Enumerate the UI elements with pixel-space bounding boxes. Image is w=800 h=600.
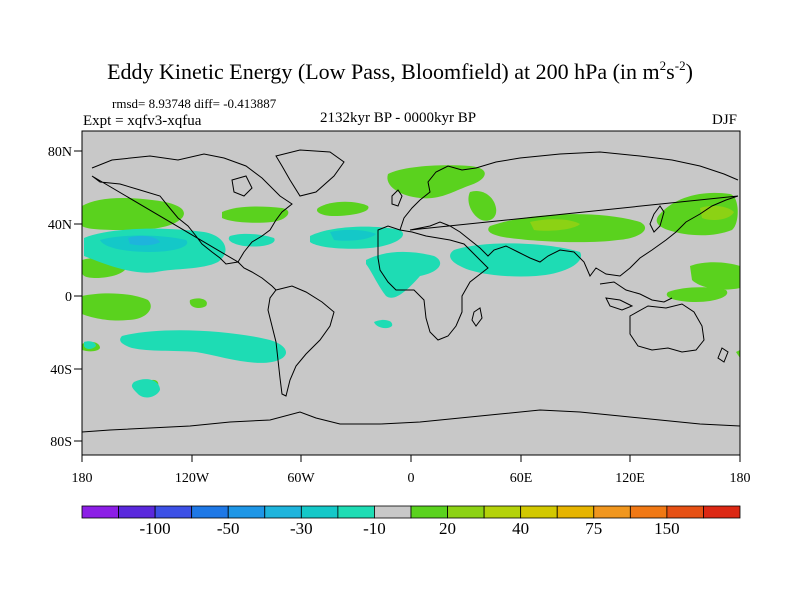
colorbar-label: 40 — [512, 519, 529, 538]
positive-anomaly-region — [316, 201, 369, 216]
positive-anomaly-region — [387, 165, 485, 199]
lat-label-40n: 40N — [48, 218, 72, 233]
coastlines — [82, 149, 740, 433]
colorbar-swatch — [520, 505, 558, 519]
coastline-antarctica — [82, 409, 740, 433]
colorbar-swatch — [447, 505, 485, 519]
negative-anomaly-region — [120, 330, 287, 363]
positive-anomaly-regions — [82, 165, 740, 389]
coastline-madagascar — [471, 307, 483, 327]
positive-anomaly-region — [82, 198, 184, 230]
lon-label-120w: 120W — [175, 471, 210, 486]
coastline-south-america — [267, 285, 335, 397]
coastline-north-america — [91, 153, 293, 291]
negative-anomaly-region — [84, 341, 96, 349]
strong-positive-anomaly-region — [700, 205, 734, 220]
colorbar-swatch — [410, 505, 448, 519]
colorbar-swatch — [483, 505, 522, 519]
lon-label-180w: 180 — [72, 471, 93, 486]
coastline-british-isles — [391, 189, 403, 207]
coastline-africa-eurasia — [377, 225, 489, 341]
colorbar-swatch — [81, 505, 119, 519]
colorbar-swatch — [593, 505, 631, 519]
colorbar-swatch — [337, 505, 375, 519]
colorbar-swatch — [191, 505, 229, 519]
coastline-eurasia — [399, 151, 739, 277]
colorbar-label: 75 — [585, 519, 602, 538]
negative-anomaly-region — [131, 379, 160, 398]
stats-label: rmsd= 8.93748 diff= -0.413887 — [112, 96, 277, 111]
colorbar-label: -50 — [217, 519, 240, 538]
lon-label-180e: 180 — [730, 471, 751, 486]
lon-label-120e: 120E — [615, 471, 645, 486]
strong-negative-anomaly-region — [330, 229, 376, 241]
positive-anomaly-region — [666, 287, 728, 302]
strong-positive-anomaly-region — [530, 219, 580, 231]
coastline-new-zealand — [717, 347, 729, 363]
positive-anomaly-region — [690, 262, 740, 290]
colorbar-swatch — [154, 505, 193, 519]
positive-anomaly-region — [468, 190, 497, 221]
peak-negative-anomaly-core — [128, 235, 160, 246]
latitude-axis — [74, 150, 82, 442]
negative-anomaly-region — [228, 233, 275, 247]
colorbar-label: 20 — [439, 519, 456, 538]
coastline-japan — [649, 205, 665, 233]
lat-label-40s: 40S — [50, 363, 72, 378]
colorbar-label: -30 — [290, 519, 313, 538]
colorbar — [81, 505, 741, 519]
negative-anomaly-region — [450, 243, 582, 277]
lat-label-0: 0 — [65, 290, 72, 305]
colorbar-swatch — [300, 505, 339, 519]
strong-positive-anomaly-regions — [530, 205, 734, 231]
colorbar-swatch — [227, 505, 266, 519]
period-label: 2132kyr BP - 0000kyr BP — [320, 110, 477, 126]
negative-anomaly-region — [366, 251, 441, 298]
colorbar-label: -10 — [363, 519, 386, 538]
coastline-southeast-asia — [599, 281, 673, 311]
colorbar-swatch — [703, 505, 741, 519]
colorbar-label: 150 — [654, 519, 680, 538]
lon-label-0: 0 — [408, 471, 415, 486]
anomaly-field — [82, 149, 740, 433]
positive-anomaly-region — [82, 293, 151, 321]
lon-label-60e: 60E — [510, 471, 533, 486]
colorbar-labels: -100 -50 -30 -10 20 40 75 150 — [140, 519, 680, 538]
colorbar-swatch — [556, 505, 595, 519]
colorbar-swatch — [374, 505, 412, 519]
coastline-australia — [629, 303, 705, 353]
season-label: DJF — [712, 112, 738, 128]
lat-label-80s: 80S — [50, 435, 72, 450]
positive-anomaly-region — [222, 206, 289, 223]
experiment-label: Expt = xqfv3-xqfua — [83, 113, 202, 129]
colorbar-swatch — [629, 505, 668, 519]
longitude-axis — [81, 455, 741, 462]
colorbar-swatch — [118, 505, 156, 519]
coastline-greenland — [275, 149, 345, 197]
lat-label-80n: 80N — [48, 145, 72, 160]
colorbar-label: -100 — [140, 519, 171, 538]
coastline-hudson-bay — [231, 175, 253, 197]
positive-anomaly-region — [736, 350, 740, 358]
colorbar-swatch — [264, 505, 302, 519]
colorbar-swatch — [666, 505, 704, 519]
lon-label-60w: 60W — [287, 471, 315, 486]
negative-anomaly-region — [374, 319, 393, 329]
map-title: Eddy Kinetic Energy (Low Pass, Bloomfiel… — [107, 58, 693, 84]
peak-negative-anomaly-region — [128, 235, 160, 246]
positive-anomaly-region — [189, 298, 207, 308]
